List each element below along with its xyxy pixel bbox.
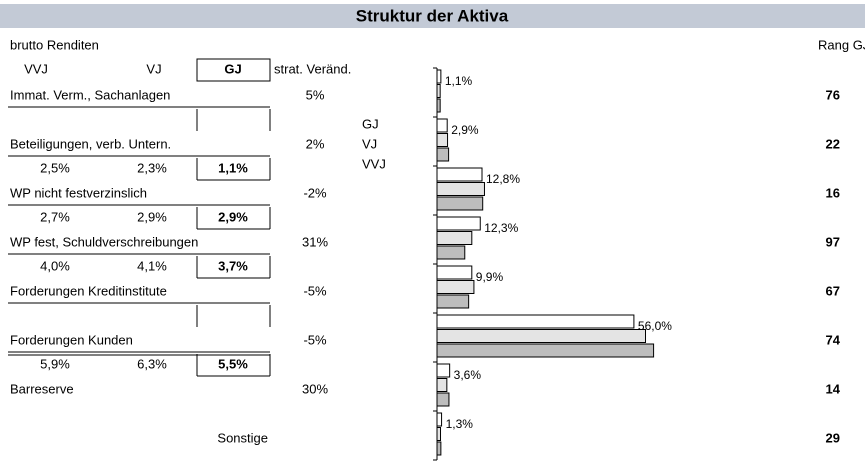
rendite: 2,7%: [40, 209, 70, 224]
rank: 76: [826, 87, 840, 102]
bar: [436, 427, 442, 441]
rendite: 2,3%: [137, 160, 167, 175]
rank: 22: [826, 136, 840, 151]
rendite: 4,0%: [40, 258, 70, 273]
rendite: 5,5%: [218, 356, 248, 371]
rendite: 2,9%: [137, 209, 167, 224]
bar: [436, 182, 485, 196]
data-label: 9,9%: [476, 270, 504, 284]
bar: [436, 392, 450, 407]
subtitle: brutto Renditen: [10, 37, 99, 52]
bar: [436, 378, 448, 392]
rank: 97: [826, 234, 840, 249]
strat-change: 2%: [306, 136, 325, 151]
bar: [436, 412, 443, 427]
bar: [436, 216, 481, 231]
bar: [436, 329, 647, 343]
strat-change: -5%: [303, 332, 327, 347]
strat-change: 30%: [302, 381, 328, 396]
bar: [436, 363, 451, 378]
rank: 16: [826, 185, 840, 200]
row-label: Forderungen Kreditinstitute: [10, 283, 167, 298]
bar: [436, 343, 655, 358]
gj-header-box: [196, 58, 271, 82]
rendite: 1,1%: [218, 160, 248, 175]
strat-change: 31%: [302, 234, 328, 249]
row-label: Immat. Verm., Sachanlagen: [10, 87, 170, 102]
rank: 29: [826, 430, 840, 445]
bar: [436, 133, 449, 147]
row-label: Forderungen Kunden: [10, 332, 133, 347]
rendite: 6,3%: [137, 356, 167, 371]
data-label: 3,6%: [454, 368, 482, 382]
bar: [436, 294, 470, 309]
bar: [436, 245, 466, 260]
strat-change: -5%: [303, 283, 327, 298]
rank: 67: [826, 283, 840, 298]
column-header: strat. Veränd.: [274, 61, 351, 76]
data-label: 1,1%: [445, 74, 473, 88]
bar: [436, 265, 473, 280]
rendite: 2,5%: [40, 160, 70, 175]
bar: [436, 231, 473, 245]
bar: [436, 147, 450, 162]
column-header: VVJ: [24, 61, 48, 76]
bar: [436, 314, 635, 329]
rendite: 3,7%: [218, 258, 248, 273]
legend-label: VVJ: [362, 156, 386, 171]
rendite: 2,9%: [218, 209, 248, 224]
legend-label: GJ: [362, 116, 379, 131]
bar: [436, 196, 484, 211]
rank: 74: [826, 332, 841, 347]
data-label: 2,9%: [451, 123, 479, 137]
bar: [436, 69, 442, 84]
bar: [436, 118, 448, 133]
chart-title: Struktur der Aktiva: [356, 6, 509, 25]
column-header: GJ: [224, 61, 241, 76]
title-bar: [0, 4, 865, 28]
rank: 14: [826, 381, 841, 396]
data-label: 56,0%: [638, 319, 672, 333]
bar: [436, 167, 483, 182]
strat-change: 5%: [306, 87, 325, 102]
bar: [436, 441, 442, 456]
rendite: 4,1%: [137, 258, 167, 273]
column-header: VJ: [146, 61, 161, 76]
rank-header: Rang GJ: [818, 37, 865, 52]
row-label: WP fest, Schuldverschreibungen: [10, 234, 198, 249]
data-label: 12,3%: [484, 221, 518, 235]
row-label: Barreserve: [10, 381, 74, 396]
rendite: 5,9%: [40, 356, 70, 371]
strat-change: -2%: [303, 185, 327, 200]
data-label: 12,8%: [486, 172, 520, 186]
row-label: Sonstige: [217, 430, 268, 445]
legend-label: VJ: [362, 136, 377, 151]
bar: [436, 280, 475, 294]
row-label: WP nicht festverzinslich: [10, 185, 147, 200]
row-label: Beteiligungen, verb. Untern.: [10, 136, 171, 151]
data-label: 1,3%: [446, 417, 474, 431]
